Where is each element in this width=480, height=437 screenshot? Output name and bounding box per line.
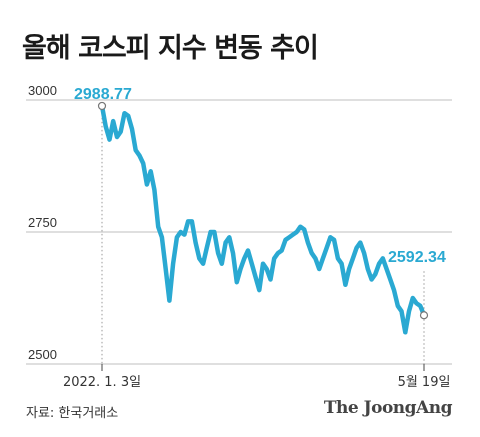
end-point-marker	[419, 311, 429, 320]
y-tick-label: 2500	[28, 347, 57, 362]
start-point-marker	[97, 101, 107, 111]
start-value-label: 2988.77	[74, 86, 132, 103]
chart-title: 올해 코스피 지수 변동 추이	[22, 33, 319, 64]
x-tick-label: 2022. 1. 3일	[63, 375, 141, 390]
brand-logo: The JoongAng	[323, 398, 453, 418]
x-tick-label: 5월 19일	[398, 375, 451, 390]
y-tick-label: 2750	[28, 215, 57, 230]
source-note: 자료: 한국거래소	[26, 406, 119, 421]
y-tick-label: 3000	[28, 83, 57, 98]
end-value-label: 2592.34	[388, 249, 446, 266]
series-line	[99, 103, 427, 335]
